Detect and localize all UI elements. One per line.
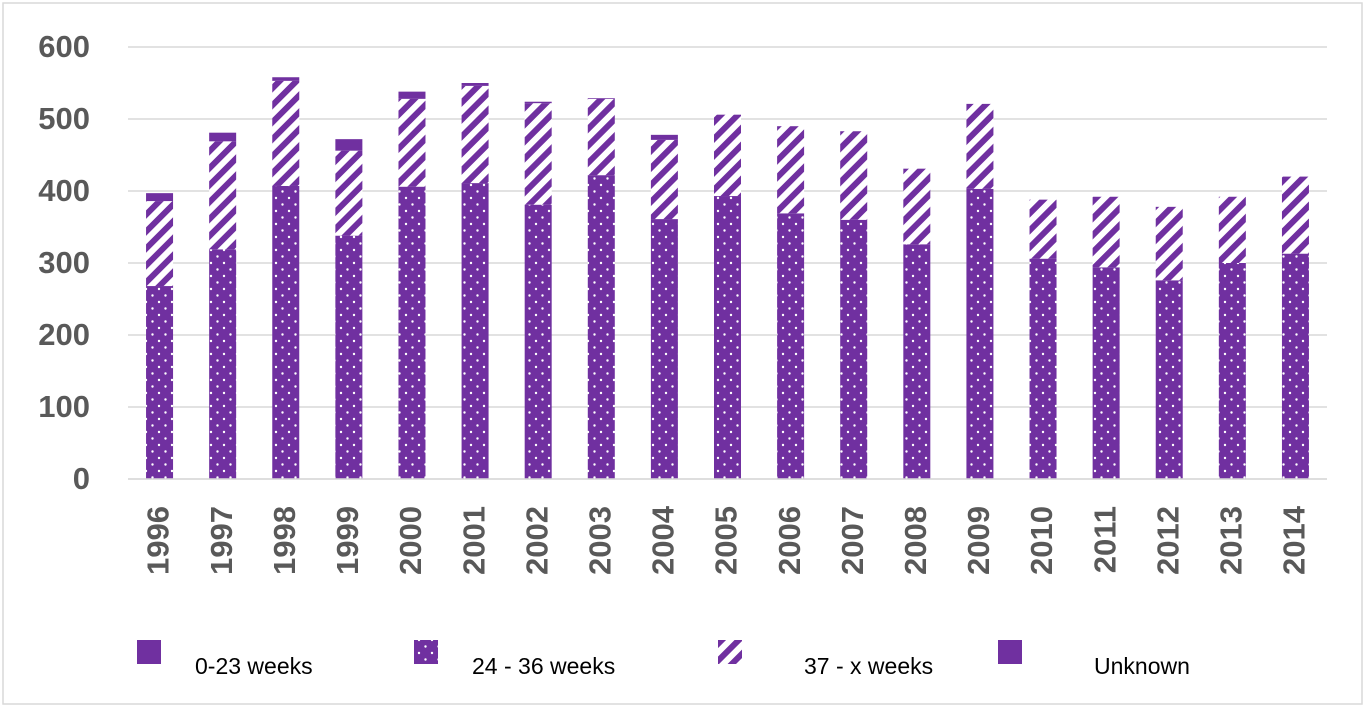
y-tick-label: 100 bbox=[38, 389, 90, 424]
x-tick-label: 2007 bbox=[835, 506, 870, 575]
bar-segment bbox=[1029, 258, 1057, 479]
bar-segment bbox=[903, 168, 931, 245]
bar-segment bbox=[587, 98, 615, 176]
bar-segment bbox=[1092, 267, 1120, 479]
legend-label: 0-23 weeks bbox=[195, 653, 313, 679]
bar-segment bbox=[650, 134, 678, 140]
bar-segment bbox=[209, 249, 237, 479]
x-tick-label: 2012 bbox=[1150, 506, 1185, 575]
bar-segment bbox=[146, 193, 174, 202]
bar-segment bbox=[398, 98, 426, 187]
bar-segment bbox=[524, 103, 552, 205]
bar-segment bbox=[714, 114, 741, 197]
legend-swatch bbox=[718, 640, 742, 664]
bar-segment bbox=[146, 201, 174, 287]
bar-segment bbox=[966, 188, 994, 479]
bar-segment bbox=[524, 204, 552, 479]
x-tick-label: 2011 bbox=[1087, 506, 1122, 573]
y-tick-label: 400 bbox=[38, 173, 90, 208]
bar-segment bbox=[209, 141, 237, 250]
bar-segment bbox=[398, 91, 426, 99]
y-tick-label: 500 bbox=[38, 101, 90, 136]
bar-segment bbox=[209, 132, 237, 142]
bar-segment bbox=[1029, 199, 1057, 259]
bar-segment bbox=[524, 101, 552, 104]
bar-segment bbox=[840, 131, 868, 220]
bar-segment bbox=[398, 186, 426, 479]
x-tick-label: 1997 bbox=[204, 506, 239, 575]
bar-segment bbox=[1281, 176, 1309, 254]
legend-label: 37 - x weeks bbox=[804, 653, 933, 679]
bar-segment bbox=[587, 175, 615, 479]
x-tick-label: 1999 bbox=[330, 506, 365, 575]
y-tick-label: 200 bbox=[38, 317, 90, 352]
bar-segment bbox=[587, 98, 615, 99]
y-tick-label: 300 bbox=[38, 245, 90, 280]
legend-label: Unknown bbox=[1094, 653, 1190, 679]
bar-segment bbox=[461, 85, 489, 184]
bar-segment bbox=[650, 219, 678, 479]
bar-segment bbox=[777, 213, 805, 479]
legend-swatch bbox=[137, 640, 161, 664]
bar-segment bbox=[272, 80, 300, 186]
bar-segment bbox=[966, 103, 994, 189]
bar-segment bbox=[335, 235, 363, 479]
x-tick-label: 2000 bbox=[393, 506, 428, 575]
bar-segment bbox=[335, 150, 363, 236]
x-tick-label: 2003 bbox=[582, 506, 617, 575]
bar-segment bbox=[1155, 280, 1183, 479]
bar-segment bbox=[272, 77, 300, 81]
legend-label: 24 - 36 weeks bbox=[472, 653, 615, 679]
bar-segment bbox=[714, 196, 741, 480]
bar-segment bbox=[146, 286, 174, 479]
x-tick-label: 2006 bbox=[772, 506, 807, 575]
bar-segment bbox=[1155, 206, 1183, 281]
y-tick-label: 600 bbox=[38, 29, 90, 64]
x-tick-label: 1998 bbox=[267, 506, 302, 575]
x-tick-label: 2014 bbox=[1277, 505, 1312, 575]
bar-segment bbox=[1218, 196, 1246, 263]
bar-segment bbox=[777, 126, 805, 214]
y-tick-label: 0 bbox=[73, 461, 90, 496]
x-tick-label: 2005 bbox=[709, 506, 744, 575]
x-tick-label: 2009 bbox=[961, 506, 996, 575]
x-tick-label: 1996 bbox=[141, 506, 176, 575]
legend-swatch bbox=[998, 640, 1022, 664]
bar-segment bbox=[335, 139, 363, 151]
x-tick-label: 2008 bbox=[898, 506, 933, 575]
bar-segment bbox=[903, 244, 931, 479]
legend-swatch bbox=[414, 640, 438, 664]
bar-segment bbox=[272, 185, 300, 479]
bar-segment bbox=[840, 219, 868, 480]
bar-segment bbox=[650, 139, 678, 220]
bar-segment bbox=[1218, 263, 1246, 479]
bar-segment bbox=[1281, 253, 1309, 479]
x-tick-label: 2001 bbox=[456, 506, 491, 575]
x-tick-label: 2013 bbox=[1214, 506, 1249, 575]
bar-segment bbox=[461, 183, 489, 479]
x-tick-label: 2004 bbox=[646, 505, 681, 575]
bar-segment bbox=[1092, 196, 1120, 268]
x-tick-label: 2010 bbox=[1024, 506, 1059, 575]
x-tick-label: 2002 bbox=[519, 506, 554, 575]
bar-segment bbox=[461, 83, 489, 86]
